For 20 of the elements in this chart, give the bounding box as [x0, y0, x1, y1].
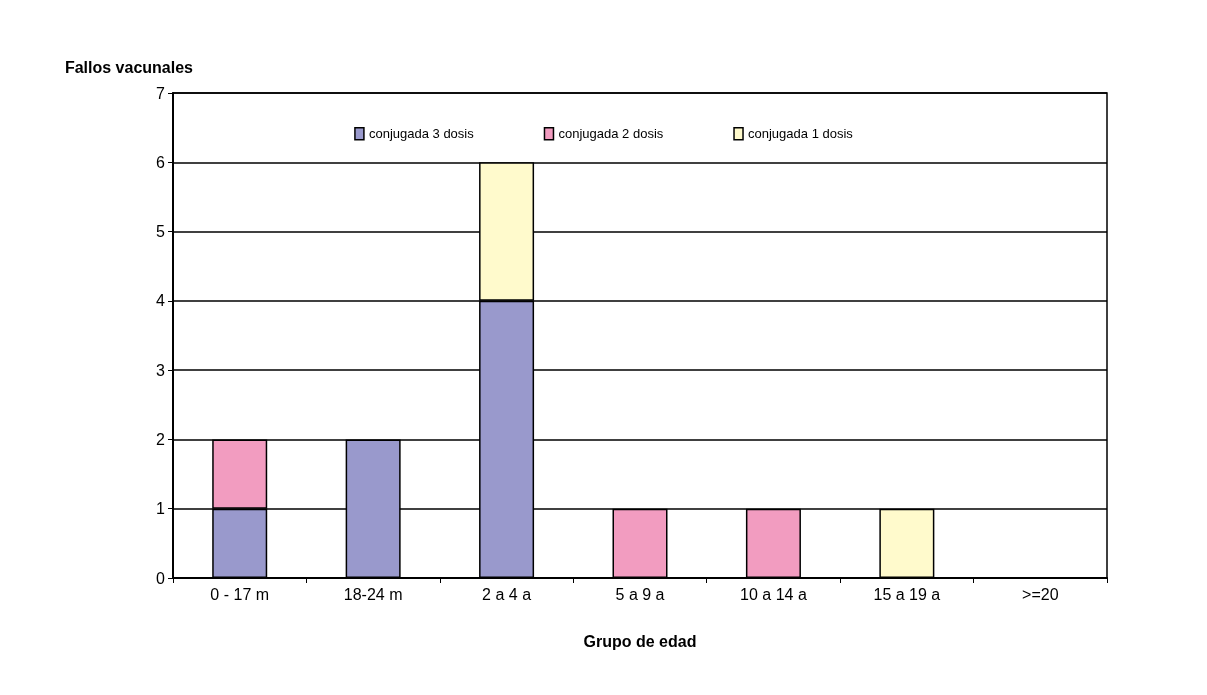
y-tick-label: 4	[156, 292, 166, 310]
legend-label: conjugada 1 dosis	[748, 126, 854, 142]
y-tick-label: 1	[156, 500, 166, 518]
y-axis-title: Fallos vacunales	[64, 58, 194, 76]
x-tick-label: 18-24 m	[343, 585, 403, 603]
legend-label: conjugada 3 dosis	[368, 126, 475, 142]
y-tick-label: 7	[156, 84, 166, 102]
y-tick-label: 2	[156, 430, 166, 448]
x-tick-label: >=20	[1022, 585, 1059, 603]
y-tick-label: 6	[156, 153, 166, 171]
x-tick-label: 15 a 19 a	[873, 585, 941, 603]
y-tick-label: 0	[156, 569, 166, 587]
x-tick-label: 5 a 9 a	[615, 585, 665, 603]
x-tick-label: 0 - 17 m	[210, 585, 270, 603]
y-tick-label: 3	[156, 361, 166, 379]
y-tick-label: 5	[156, 223, 166, 241]
x-tick-label: 2 a 4 a	[482, 585, 532, 603]
legend-label: conjugada 2 dosis	[558, 126, 664, 142]
x-tick-label: 10 a 14 a	[740, 585, 807, 603]
x-axis-title: Grupo de edad	[583, 632, 697, 650]
